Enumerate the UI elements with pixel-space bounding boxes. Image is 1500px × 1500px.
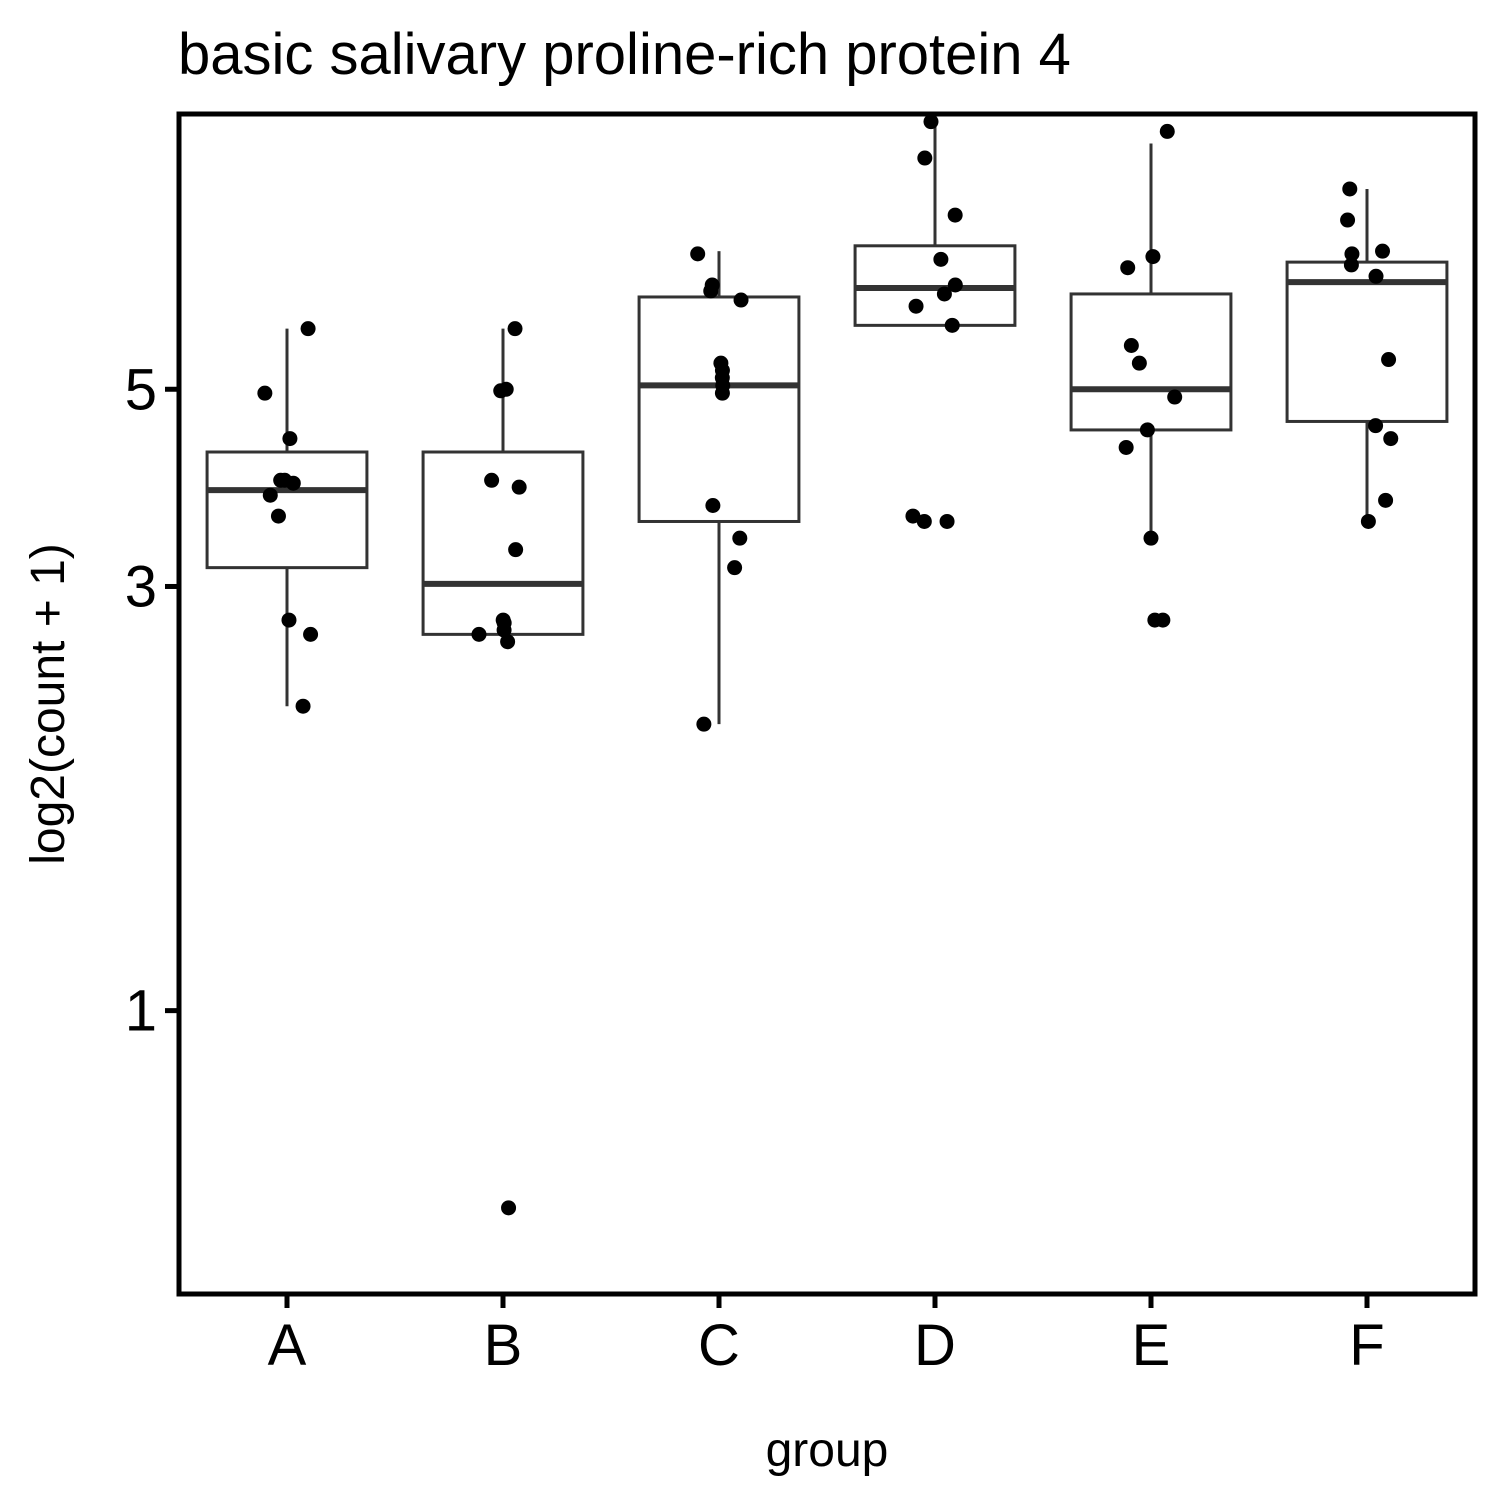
x-tick-label: E — [1132, 1313, 1171, 1378]
data-point — [471, 626, 487, 642]
data-point — [1342, 181, 1358, 197]
data-point — [1167, 389, 1183, 405]
box-body — [205, 450, 369, 570]
data-point — [1155, 612, 1171, 628]
data-point — [493, 383, 509, 399]
data-point — [496, 622, 512, 638]
chart-title: basic salivary proline-rich protein 4 — [178, 22, 1071, 87]
data-point — [1344, 246, 1360, 262]
box-D — [853, 121, 1017, 327]
plot-panel-border — [176, 111, 1478, 1297]
data-point — [923, 114, 939, 130]
data-point — [908, 298, 924, 314]
data-point — [947, 277, 963, 293]
data-point — [939, 513, 955, 529]
box-body — [637, 295, 801, 523]
box-C — [637, 251, 801, 725]
x-tick-label: B — [484, 1313, 523, 1378]
data-point — [933, 251, 949, 267]
data-point — [500, 634, 516, 650]
data-point — [1375, 243, 1391, 259]
y-tick-label: 3 — [125, 554, 157, 619]
data-point — [281, 612, 297, 628]
data-point — [257, 385, 273, 401]
data-point — [285, 475, 301, 491]
data-point — [1381, 352, 1397, 368]
y-tick-label: 1 — [125, 979, 157, 1044]
data-point — [1159, 123, 1175, 139]
data-point — [696, 716, 712, 732]
box-body — [1285, 260, 1449, 423]
box-body — [1069, 292, 1233, 432]
data-point — [1360, 513, 1376, 529]
data-point — [1120, 260, 1136, 276]
data-point — [270, 508, 286, 524]
data-point — [1378, 492, 1394, 508]
data-point — [262, 487, 278, 503]
data-point — [1139, 422, 1155, 438]
data-point — [511, 479, 527, 495]
data-point — [917, 150, 933, 166]
data-point — [732, 530, 748, 546]
data-point — [295, 698, 311, 714]
data-point — [733, 292, 749, 308]
data-point — [1118, 439, 1134, 455]
data-point — [703, 283, 719, 299]
data-point — [501, 1200, 517, 1216]
box-F — [1285, 188, 1449, 527]
data-point — [727, 560, 743, 576]
data-point — [705, 498, 721, 514]
data-point — [507, 321, 523, 337]
box-body — [421, 450, 585, 636]
plot-layer — [205, 114, 1449, 1216]
data-point — [1143, 530, 1159, 546]
data-point — [1145, 249, 1161, 265]
data-point — [690, 246, 706, 262]
x-tick-label: A — [268, 1313, 307, 1378]
data-point — [1383, 431, 1399, 447]
data-point — [1368, 418, 1384, 434]
box-E — [1069, 143, 1233, 539]
data-point — [1343, 257, 1359, 273]
data-point — [303, 626, 319, 642]
x-tick-label: F — [1349, 1313, 1384, 1378]
x-axis-title: group — [766, 1424, 889, 1477]
y-axis-title: log2(count + 1) — [22, 543, 75, 865]
data-point — [916, 513, 932, 529]
data-point — [936, 286, 952, 302]
data-point — [1131, 355, 1147, 371]
data-point — [1123, 338, 1139, 354]
data-point — [282, 431, 298, 447]
data-point — [944, 317, 960, 333]
y-tick-label: 5 — [125, 357, 157, 422]
data-point — [947, 207, 963, 223]
data-point — [1340, 212, 1356, 228]
axis-layer: 1 3 5 A B C D E F — [125, 357, 1385, 1378]
data-point — [1368, 268, 1384, 284]
data-point — [484, 472, 500, 488]
data-point — [508, 542, 524, 558]
data-point — [714, 385, 730, 401]
box-B — [421, 328, 585, 636]
x-tick-label: C — [698, 1313, 740, 1378]
x-tick-label: D — [914, 1313, 956, 1378]
data-point — [300, 321, 316, 337]
data-point — [905, 508, 921, 524]
box-A — [205, 328, 369, 707]
